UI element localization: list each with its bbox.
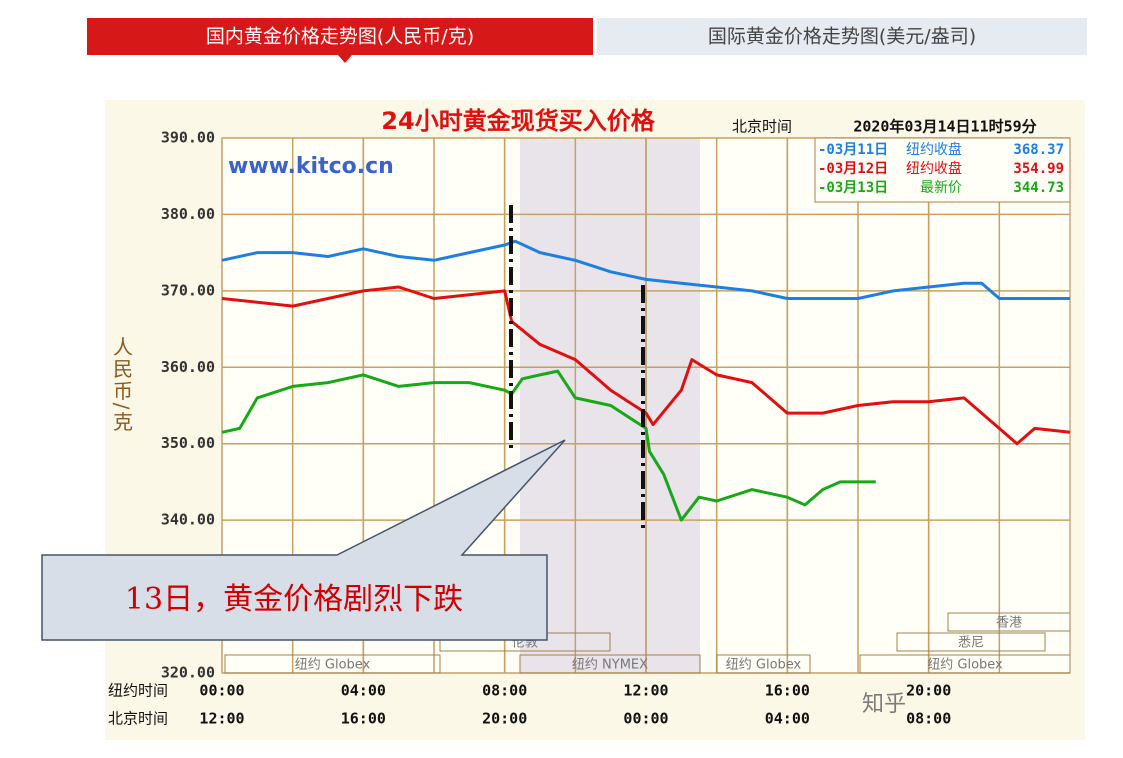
- session-label: 纽约 Globex: [726, 658, 802, 673]
- session-label: 纽约 Globex: [295, 658, 371, 673]
- session-label: 香港: [996, 616, 1022, 631]
- x-tick-label: 08:00: [482, 682, 527, 700]
- series-line: [221, 369, 876, 522]
- x-tick-label: 12:00: [623, 682, 668, 700]
- legend-note: 纽约收盘: [906, 141, 962, 158]
- chart-title: 24小时黄金现货买入价格: [381, 107, 655, 135]
- tab-inactive[interactable]: [597, 18, 1087, 55]
- session-label: 悉尼: [958, 636, 984, 651]
- session-bar: [859, 654, 1071, 674]
- tab-active[interactable]: [87, 18, 593, 55]
- x-tick-label: 16:00: [341, 710, 386, 728]
- session-bar: [716, 654, 811, 674]
- y-tick-label: 370.00: [161, 281, 215, 299]
- legend-entries: -03月11日 纽约收盘 368.37-03月12日 纽约收盘 354.99-03月13…: [818, 141, 1064, 196]
- y-tick-label: 360.00: [161, 358, 215, 376]
- timestamp: 2020年03月14日11时59分: [853, 118, 1036, 136]
- legend-latest: 354.99: [1013, 161, 1064, 177]
- y-tick-label: 350.00: [161, 434, 215, 452]
- legend-note: 最新价: [920, 180, 962, 196]
- x-tick-label: 08:00: [906, 710, 951, 728]
- legend-latest: 344.73: [1013, 180, 1064, 196]
- y-axis-label: 人民币/克: [110, 336, 134, 433]
- series-line: [221, 285, 1071, 446]
- y-tick-label: 390.00: [161, 129, 215, 147]
- callout-box: [41, 439, 566, 641]
- source: www.kitco.cn: [228, 154, 394, 179]
- legend-name: -03月12日: [818, 161, 888, 177]
- x-tick-label: 20:00: [482, 710, 527, 728]
- tab-pointer: [338, 55, 352, 63]
- series-line: [221, 239, 1070, 300]
- session-bar: [896, 632, 1046, 652]
- session-bar: [519, 654, 701, 674]
- x-row-label: 北京时间: [108, 710, 168, 728]
- y-tick-label: 380.00: [161, 205, 215, 223]
- x-row-label: 纽约时间: [108, 682, 168, 700]
- legend-name: -03月13日: [818, 180, 888, 196]
- tab-label[interactable]: 国际黄金价格走势图(美元/盎司): [708, 26, 976, 48]
- session-bar: [947, 612, 1071, 632]
- time-zone: 北京时间: [732, 118, 792, 136]
- session-label: 纽约 Globex: [927, 658, 1003, 673]
- x-tick-label: 00:00: [199, 682, 244, 700]
- y-tick-label: 340.00: [161, 511, 215, 529]
- lines: [221, 239, 1071, 522]
- session-bar: [224, 654, 441, 674]
- x-tick-label: 04:00: [341, 682, 386, 700]
- legend-latest: 368.37: [1013, 142, 1064, 158]
- session-label: 纽约 NYMEX: [572, 658, 648, 673]
- event-lines: [509, 205, 645, 530]
- x-tick-label: 04:00: [765, 710, 810, 728]
- x-tick-label: 16:00: [765, 682, 810, 700]
- legend-name: -03月11日: [818, 142, 888, 158]
- watermark: 知乎: [862, 692, 906, 717]
- legend: [814, 137, 1071, 203]
- tab-label[interactable]: 国内黄金价格走势图(人民币/克): [206, 26, 474, 48]
- y-tick-label: 320.00: [161, 664, 215, 682]
- callout-text: 13日，黄金价格剧烈下跌: [125, 582, 463, 617]
- legend-note: 纽约收盘: [906, 160, 962, 177]
- x-tick-label: 12:00: [199, 710, 244, 728]
- x-tick-label: 20:00: [906, 682, 951, 700]
- x-tick-label: 00:00: [623, 710, 668, 728]
